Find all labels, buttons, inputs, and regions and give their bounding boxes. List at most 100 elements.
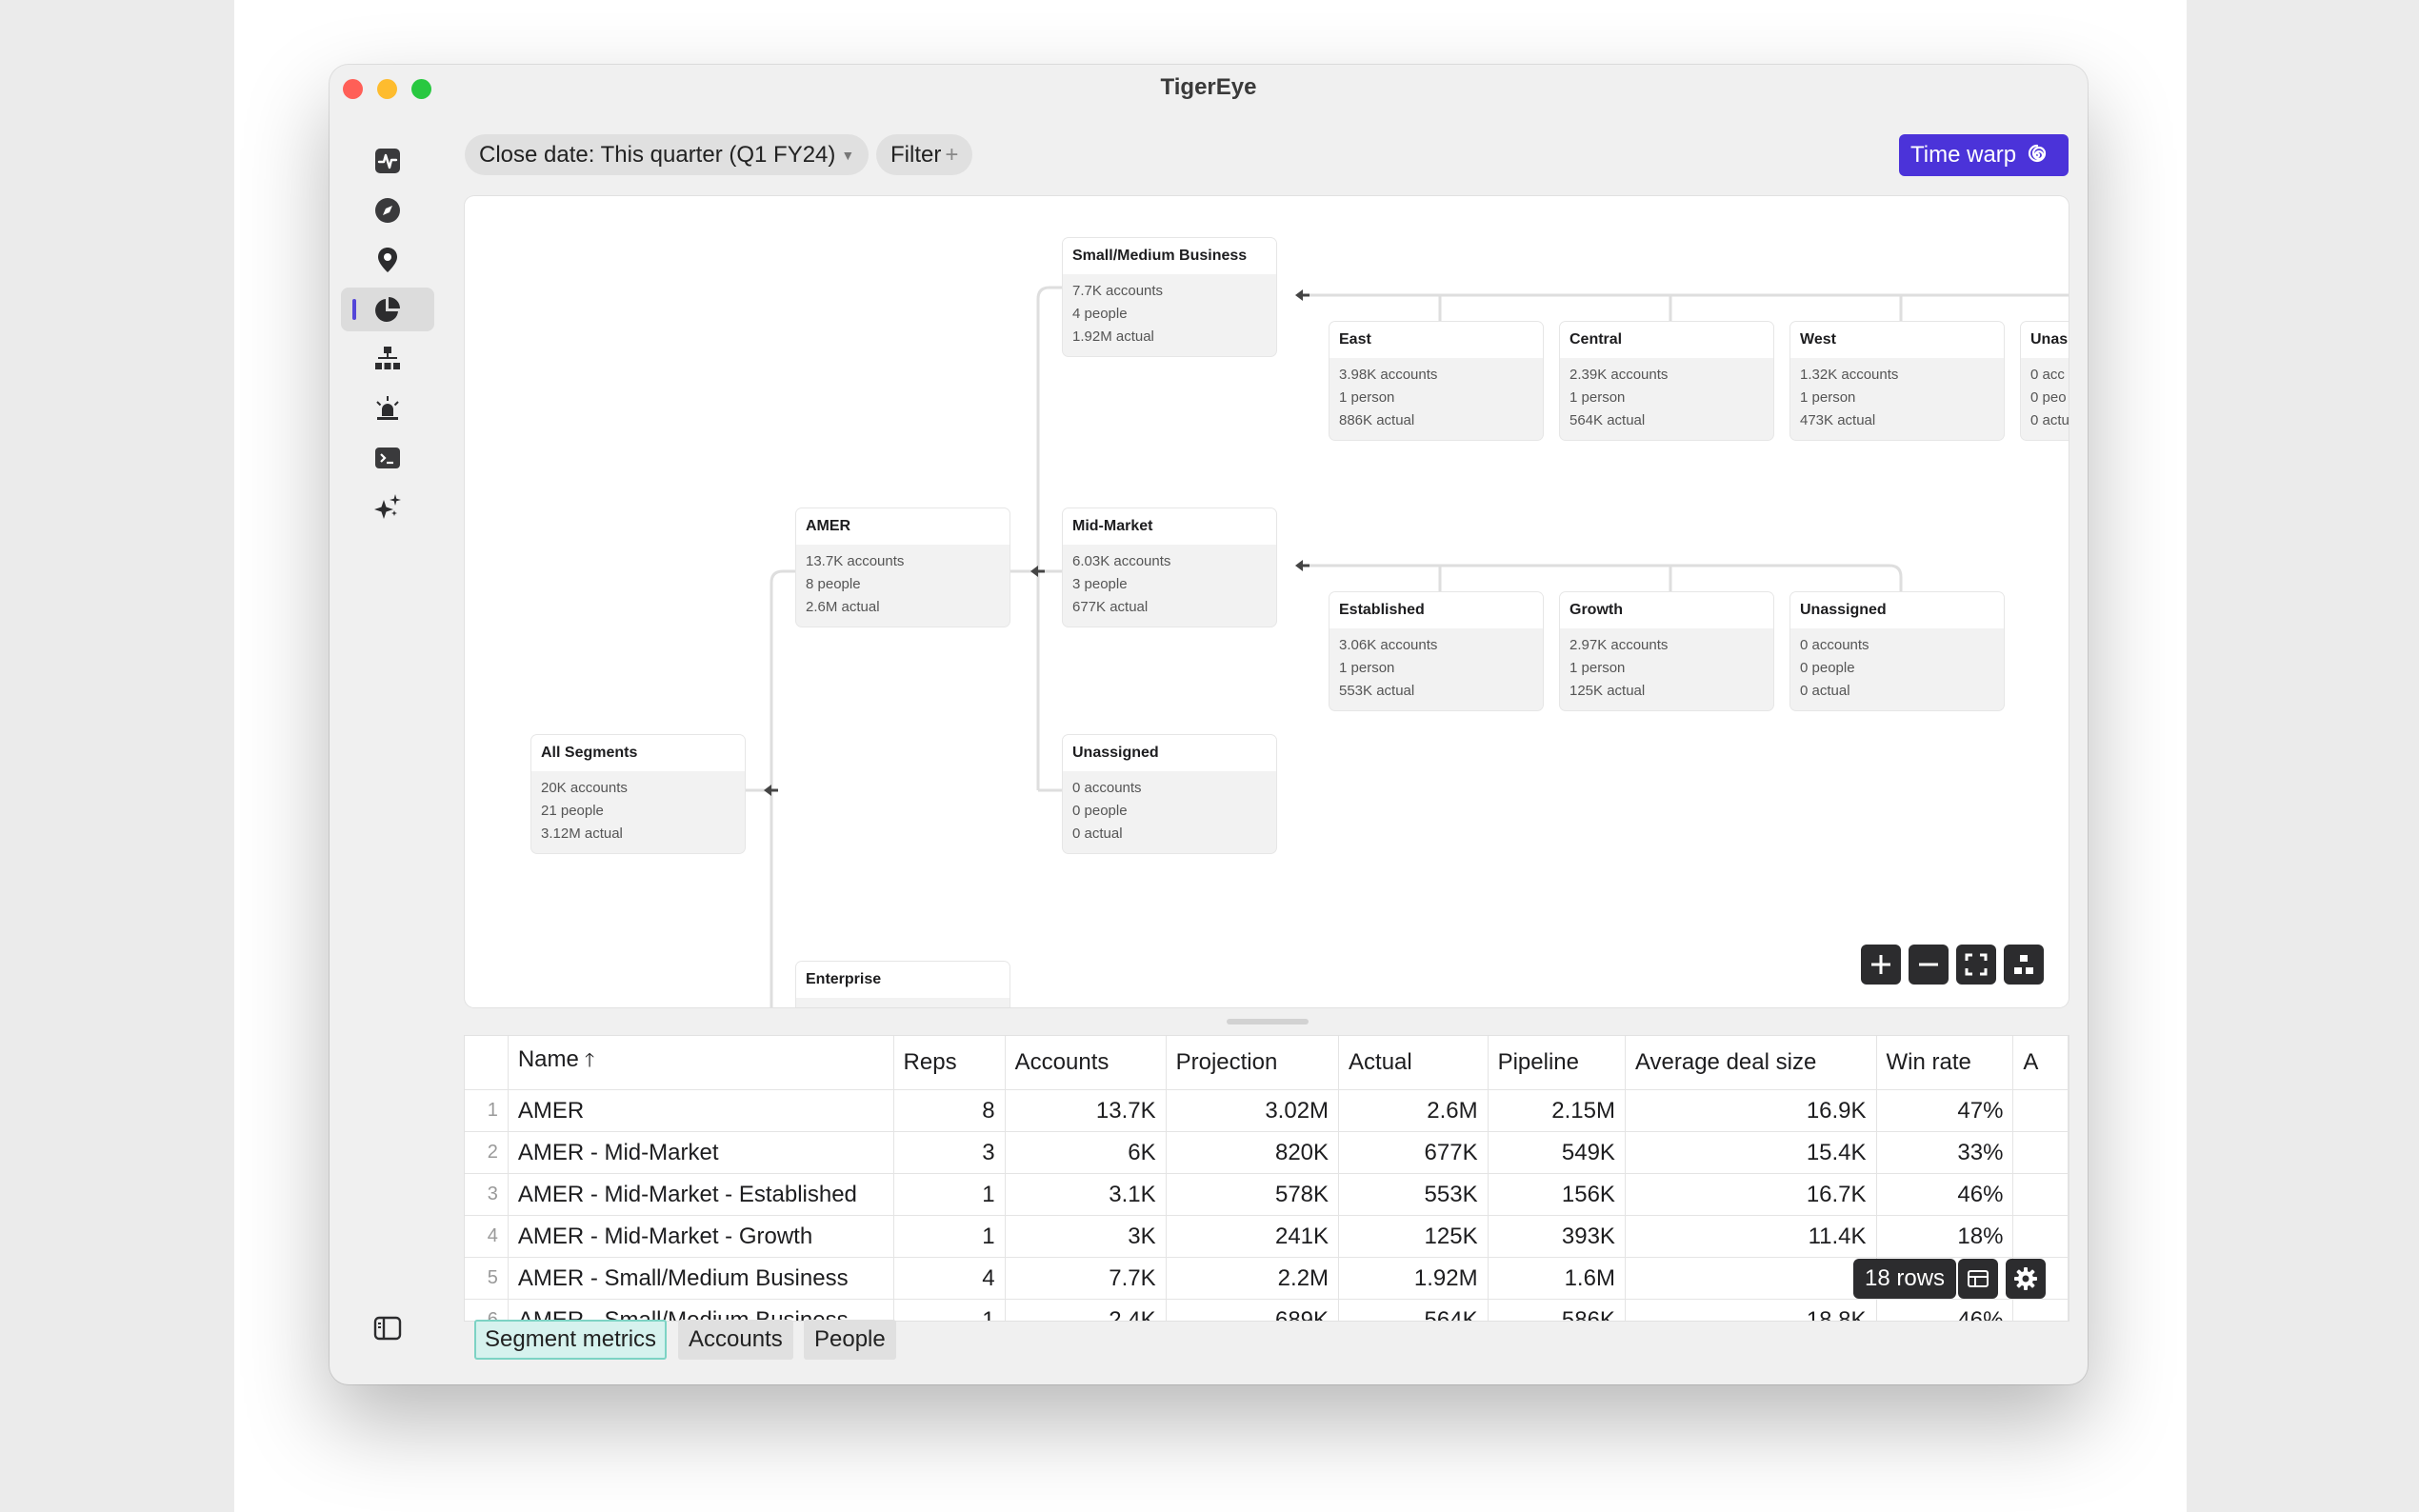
- table-row[interactable]: 6 AMER - Small/Medium Business ... 1 2.4…: [465, 1300, 2069, 1322]
- cell-projection: 578K: [1166, 1174, 1338, 1216]
- tab-people[interactable]: People: [804, 1320, 896, 1360]
- cell-truncated: [2013, 1300, 2069, 1322]
- node-title: East: [1329, 322, 1543, 358]
- sidebar-item-ai[interactable]: [341, 486, 434, 529]
- tab-accounts[interactable]: Accounts: [678, 1320, 793, 1360]
- close-date-label: Close date: This quarter (Q1 FY24): [479, 142, 835, 169]
- tree-node-unassigned-smb[interactable]: Unas 0 acc 0 peo 0 actu: [2021, 322, 2069, 440]
- column-header-reps[interactable]: Reps: [893, 1036, 1005, 1090]
- node-people: 4 people: [1072, 303, 1267, 326]
- node-title: Small/Medium Business: [1063, 238, 1276, 274]
- node-accounts: 13.7K accounts: [806, 550, 1000, 573]
- sidebar-item-segments[interactable]: [341, 288, 434, 331]
- cell-accounts: 7.7K: [1005, 1258, 1166, 1300]
- row-number: 6: [465, 1300, 508, 1322]
- table-row[interactable]: 4 AMER - Mid-Market - Growth 1 3K 241K 1…: [465, 1216, 2069, 1258]
- table-row[interactable]: 3 AMER - Mid-Market - Established 1 3.1K…: [465, 1174, 2069, 1216]
- sidebar-toggle-button[interactable]: [341, 1306, 434, 1350]
- node-title: Established: [1329, 592, 1543, 628]
- cell-name: AMER - Mid-Market - Established: [508, 1174, 893, 1216]
- tree-node-growth[interactable]: Growth 2.97K accounts 1 person 125K actu…: [1560, 592, 1773, 710]
- column-header-win-rate[interactable]: Win rate: [1876, 1036, 2013, 1090]
- cell-reps: 1: [893, 1174, 1005, 1216]
- column-header-projection[interactable]: Projection: [1166, 1036, 1338, 1090]
- sidebar-item-console[interactable]: [341, 436, 434, 480]
- table-settings-button[interactable]: [2006, 1259, 2046, 1299]
- sidebar-item-activity[interactable]: [341, 139, 434, 183]
- tree-node-amer[interactable]: AMER 13.7K accounts 8 people 2.6M actual: [796, 508, 1010, 627]
- tree-node-mid-market[interactable]: Mid-Market 6.03K accounts 3 people 677K …: [1063, 508, 1276, 627]
- tree-node-enterprise[interactable]: Enterprise: [796, 962, 1010, 1007]
- terminal-icon: [372, 443, 403, 473]
- cell-win-rate: 18%: [1876, 1216, 2013, 1258]
- node-title: West: [1790, 322, 2004, 358]
- tree-node-small-medium-business[interactable]: Small/Medium Business 7.7K accounts 4 pe…: [1063, 238, 1276, 356]
- table-view-button[interactable]: [1958, 1259, 1998, 1299]
- cell-average-deal-size: 15.4K: [1625, 1132, 1876, 1174]
- node-accounts: 0 accounts: [1800, 634, 1994, 657]
- node-people: 21 people: [541, 800, 735, 823]
- tree-node-central[interactable]: Central 2.39K accounts 1 person 564K act…: [1560, 322, 1773, 440]
- cell-accounts: 3.1K: [1005, 1174, 1166, 1216]
- sidebar-item-alerts[interactable]: [341, 387, 434, 430]
- auto-layout-button[interactable]: [2004, 945, 2044, 985]
- cell-accounts: 2.4K: [1005, 1300, 1166, 1322]
- tree-node-unassigned-mid-market[interactable]: Unassigned 0 accounts 0 people 0 actual: [1790, 592, 2004, 710]
- cell-average-deal-size: 16.9K: [1625, 1090, 1876, 1132]
- table-row[interactable]: 2 AMER - Mid-Market 3 6K 820K 677K 549K …: [465, 1132, 2069, 1174]
- zoom-out-button[interactable]: [1909, 945, 1949, 985]
- node-people: 1 person: [1339, 387, 1533, 409]
- segment-metrics-table: Name🡑 Reps Accounts Projection Actual Pi…: [465, 1036, 2069, 1321]
- row-number-header: [465, 1036, 508, 1090]
- segment-tree-canvas[interactable]: All Segments 20K accounts 21 people 3.12…: [465, 196, 2069, 1007]
- tree-node-east[interactable]: East 3.98K accounts 1 person 886K actual: [1329, 322, 1543, 440]
- tab-segment-metrics[interactable]: Segment metrics: [474, 1320, 667, 1360]
- cell-reps: 1: [893, 1300, 1005, 1322]
- cell-projection: 241K: [1166, 1216, 1338, 1258]
- cell-reps: 1: [893, 1216, 1005, 1258]
- node-title: Unas: [2021, 322, 2069, 358]
- sidebar-item-explore[interactable]: [341, 189, 434, 232]
- node-people: 3 people: [1072, 573, 1267, 596]
- column-header-accounts[interactable]: Accounts: [1005, 1036, 1166, 1090]
- column-header-pipeline[interactable]: Pipeline: [1488, 1036, 1625, 1090]
- cell-win-rate: 46%: [1876, 1300, 2013, 1322]
- table-row[interactable]: 1 AMER 8 13.7K 3.02M 2.6M 2.15M 16.9K 47…: [465, 1090, 2069, 1132]
- node-title: Central: [1560, 322, 1773, 358]
- tree-node-unassigned-segment[interactable]: Unassigned 0 accounts 0 people 0 actual: [1063, 735, 1276, 853]
- pane-resize-handle[interactable]: [1227, 1019, 1309, 1025]
- column-header-truncated[interactable]: A: [2013, 1036, 2069, 1090]
- cell-actual: 2.6M: [1339, 1090, 1489, 1132]
- node-actual: 886K actual: [1339, 409, 1533, 432]
- fit-view-button[interactable]: [1956, 945, 1996, 985]
- cell-name: AMER - Mid-Market: [508, 1132, 893, 1174]
- column-header-name[interactable]: Name🡑: [508, 1036, 893, 1090]
- add-filter-button[interactable]: Filter +: [876, 134, 972, 175]
- tree-node-established[interactable]: Established 3.06K accounts 1 person 553K…: [1329, 592, 1543, 710]
- node-actual: 2.6M actual: [806, 596, 1000, 619]
- plus-icon: +: [945, 142, 958, 169]
- hierarchy-icon: [372, 344, 403, 374]
- node-actual: 0 actu: [2030, 409, 2069, 432]
- node-actual: 564K actual: [1569, 409, 1764, 432]
- table-row[interactable]: 5 AMER - Small/Medium Business 4 7.7K 2.…: [465, 1258, 2069, 1300]
- column-header-actual[interactable]: Actual: [1339, 1036, 1489, 1090]
- sidebar-item-hierarchy[interactable]: [341, 337, 434, 381]
- tree-node-all-segments[interactable]: All Segments 20K accounts 21 people 3.12…: [531, 735, 745, 853]
- cell-average-deal-size: 16.7K: [1625, 1174, 1876, 1216]
- node-accounts: 2.39K accounts: [1569, 364, 1764, 387]
- node-accounts: 0 accounts: [1072, 777, 1267, 800]
- column-header-average-deal-size[interactable]: Average deal size: [1625, 1036, 1876, 1090]
- tree-node-west[interactable]: West 1.32K accounts 1 person 473K actual: [1790, 322, 2004, 440]
- close-date-filter[interactable]: Close date: This quarter (Q1 FY24) ▼: [465, 134, 869, 175]
- cell-win-rate: 33%: [1876, 1132, 2013, 1174]
- cell-truncated: [2013, 1090, 2069, 1132]
- node-title: Growth: [1560, 592, 1773, 628]
- sidebar-item-map[interactable]: [341, 238, 434, 282]
- node-actual: 553K actual: [1339, 680, 1533, 703]
- cell-pipeline: 2.15M: [1488, 1090, 1625, 1132]
- pie-chart-icon: [372, 294, 403, 325]
- time-warp-button[interactable]: Time warp: [1899, 134, 2069, 176]
- zoom-in-button[interactable]: [1861, 945, 1901, 985]
- row-number: 5: [465, 1258, 508, 1300]
